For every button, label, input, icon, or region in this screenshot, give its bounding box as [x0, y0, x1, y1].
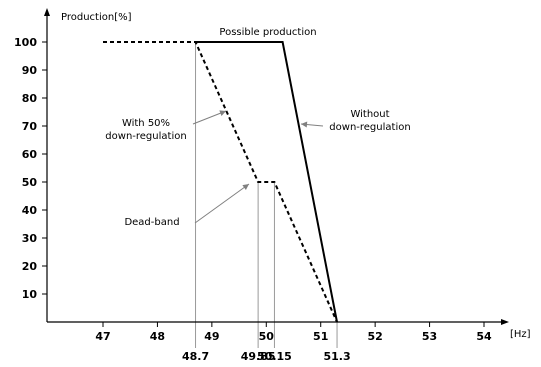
annotation-possible-production: Possible production	[219, 27, 316, 38]
series-with-down-regulation-line	[103, 41, 338, 323]
marked-x-label: 50.15	[257, 350, 292, 363]
annotation-leader-line	[194, 183, 250, 224]
annotation-line: Possible production	[219, 27, 316, 38]
leader-arrow-icon	[242, 184, 249, 190]
frequency-guide-lines	[195, 42, 338, 348]
y-tick-label: 50	[22, 176, 38, 189]
leader-arrow-icon	[219, 110, 226, 116]
y-tick-label: 100	[14, 36, 37, 49]
y-tick-labels: 10 20 30 40 50 60 70 80 90 100	[14, 36, 47, 301]
x-tick-label: 52	[367, 330, 382, 343]
series-without-down-regulation-line	[195, 41, 338, 323]
x-tick-label: 50	[259, 330, 275, 343]
annotation-line: Without	[350, 109, 389, 120]
y-tick-label: 90	[22, 64, 38, 77]
x-tick-label: 47	[95, 330, 110, 343]
y-tick-label: 10	[22, 288, 38, 301]
y-tick-label: 40	[22, 204, 38, 217]
x-tick-label: 48	[150, 330, 165, 343]
series-lines	[103, 41, 338, 323]
x-tick-label: 53	[422, 330, 437, 343]
x-tick-label: 54	[476, 330, 492, 343]
annotation-line: Dead-band	[124, 217, 179, 228]
x-tick-label: 51	[313, 330, 328, 343]
y-tick-label: 20	[22, 260, 38, 273]
marked-x-label: 51.3	[323, 350, 350, 363]
x-tick-label: 49	[204, 330, 219, 343]
annotation-without-down-regulation: Without down-regulation	[329, 109, 410, 133]
annotation-dead-band: Dead-band	[124, 217, 179, 228]
y-axis-label: Production[%]	[61, 12, 132, 23]
y-tick-label: 30	[22, 232, 38, 245]
x-tick-labels: 47 48 49 50 51 52 53 54	[95, 322, 492, 343]
annotation-with-50-down-regulation: With 50% down-regulation	[105, 118, 186, 142]
annotation-line: down-regulation	[105, 131, 186, 142]
y-tick-label: 70	[22, 120, 38, 133]
marked-x-label: 49.85	[241, 350, 276, 363]
annotation-line: down-regulation	[329, 122, 410, 133]
marked-x-label: 48.7	[182, 350, 209, 363]
annotation-line: With 50%	[122, 118, 170, 129]
x-axis-unit-label: [Hz]	[510, 329, 531, 340]
y-axis-arrow-icon	[44, 8, 50, 16]
y-tick-label: 80	[22, 92, 38, 105]
axes	[44, 8, 509, 325]
x-axis-arrow-icon	[501, 319, 509, 325]
y-tick-label: 60	[22, 148, 38, 161]
annotations: Possible production Without down-regulatio…	[105, 27, 410, 228]
leader-arrow-icon	[301, 121, 308, 128]
